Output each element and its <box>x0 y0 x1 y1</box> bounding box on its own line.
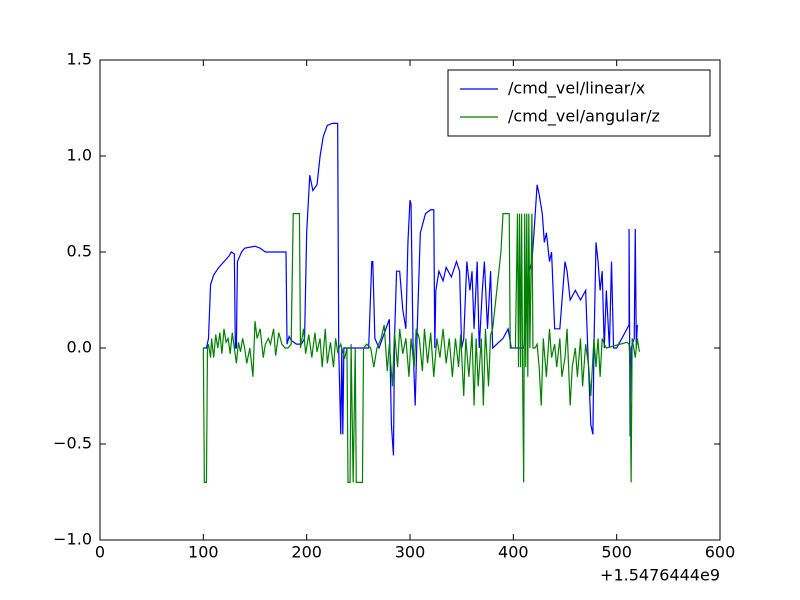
legend-label: /cmd_vel/linear/x <box>508 79 645 99</box>
legend-box <box>447 69 711 137</box>
x-tick-label: 100 <box>188 543 219 562</box>
x-tick-label: 300 <box>395 543 426 562</box>
legend-label: /cmd_vel/angular/z <box>508 107 660 127</box>
x-tick-label: 400 <box>498 543 529 562</box>
y-tick-label: 1.5 <box>67 50 92 69</box>
x-tick-label: 0 <box>95 543 105 562</box>
y-tick-label: −0.5 <box>53 434 92 453</box>
data-line <box>202 213 640 483</box>
y-tick-label: −1.0 <box>53 530 92 549</box>
x-tick-label: 600 <box>705 543 736 562</box>
y-tick-label: 0.5 <box>67 242 92 261</box>
y-tick-label: 1.0 <box>67 146 92 165</box>
x-tick-label: 200 <box>291 543 322 562</box>
x-offset-label: +1.5476444e9 <box>600 566 720 585</box>
x-tick-label: 500 <box>601 543 632 562</box>
y-tick-label: 0.0 <box>67 338 92 357</box>
